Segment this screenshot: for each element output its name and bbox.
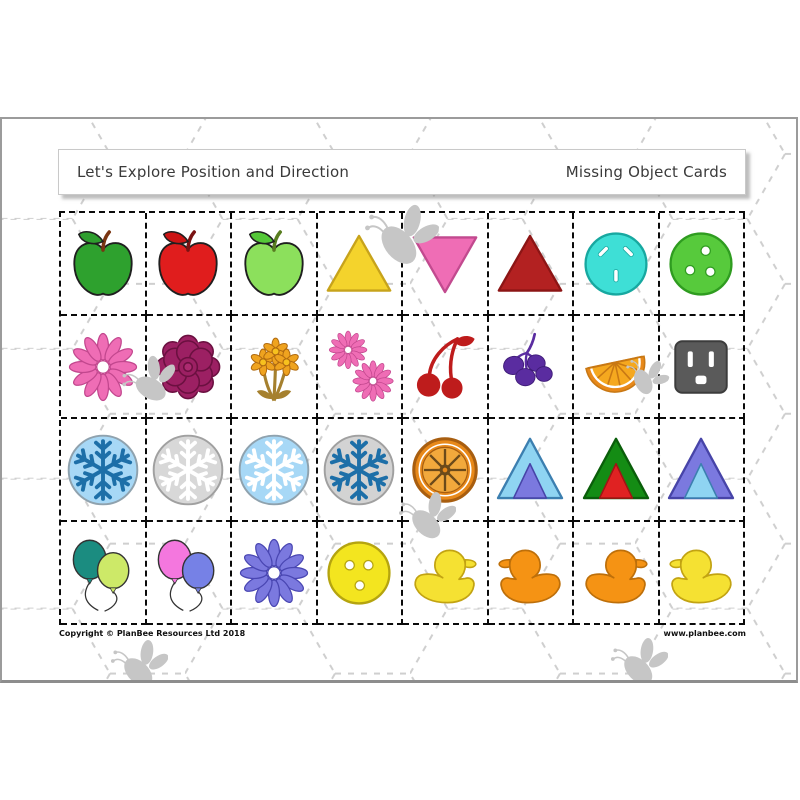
yellow-duck-left-icon (669, 549, 732, 603)
daffodil-bouquet-icon (250, 337, 299, 401)
blue-snowflake-on-grey-icon (323, 434, 395, 505)
card-blue-snowflake-on-grey (317, 419, 403, 522)
pink-blue-balloons-icon (157, 539, 215, 612)
title-bar: Let's Explore Position and Direction Mis… (58, 149, 746, 195)
yellow-duck-right-icon (414, 549, 477, 603)
card-dark-red-triangle (488, 213, 574, 316)
card-pink-blue-balloons (146, 522, 232, 625)
orange-wheel-icon (411, 436, 478, 503)
orange-slice-icon (584, 354, 646, 393)
red-apple-icon (158, 229, 218, 296)
cyan-socket-button-icon (584, 231, 648, 296)
magenta-rose-icon (155, 334, 221, 399)
blue-snowflake-on-blue-icon (67, 434, 139, 505)
card-green-apple (61, 213, 147, 316)
worksheet-page: Let's Explore Position and Direction Mis… (0, 117, 798, 683)
card-orange-duck-left (488, 522, 574, 625)
card-red-cherries (403, 316, 489, 419)
card-magenta-rose (146, 316, 232, 419)
yellow-triangle-icon (326, 234, 392, 292)
purple-daisy-icon (239, 538, 308, 607)
card-green-tent (574, 419, 660, 522)
card-cyan-socket-button (574, 213, 660, 316)
website-text: www.planbee.com (663, 629, 746, 638)
card-teal-green-balloons (61, 522, 147, 625)
white-snowflake-on-grey-icon (152, 434, 224, 505)
card-light-green-apple (232, 213, 318, 316)
card-purple-tent (659, 419, 745, 522)
page-footer: Copyright © PlanBee Resources Ltd 2018 w… (59, 629, 746, 638)
yellow-button-icon (327, 540, 391, 605)
green-apple-icon (73, 229, 133, 296)
card-orange-slice (574, 316, 660, 419)
dark-red-triangle-icon (497, 234, 563, 292)
copyright-text: Copyright © PlanBee Resources Ltd 2018 (59, 629, 246, 638)
blue-tent-icon (497, 437, 564, 499)
card-daffodil-bouquet (232, 316, 318, 419)
card-two-pink-daisies (317, 316, 403, 419)
grey-plug-socket-icon (674, 339, 728, 394)
red-cherries-icon (416, 335, 475, 399)
card-purple-berries (488, 316, 574, 419)
teal-green-balloons-icon (72, 539, 130, 612)
two-pink-daisies-icon (329, 330, 394, 402)
orange-duck-right-icon (585, 549, 648, 603)
card-purple-daisy (232, 522, 318, 625)
card-green-button (659, 213, 745, 316)
card-orange-wheel (403, 419, 489, 522)
card-blue-tent (488, 419, 574, 522)
purple-tent-icon (668, 437, 735, 499)
card-blue-snowflake-on-blue (61, 419, 147, 522)
card-yellow-duck-right (403, 522, 489, 625)
card-grey-plug-socket (659, 316, 745, 419)
green-tent-icon (582, 437, 649, 499)
card-pink-inverted-triangle (403, 213, 489, 316)
card-orange-duck-right (574, 522, 660, 625)
page-subtitle: Missing Object Cards (565, 163, 727, 181)
card-pink-daisy (61, 316, 147, 419)
card-yellow-button (317, 522, 403, 625)
page-title: Let's Explore Position and Direction (77, 163, 350, 181)
pink-inverted-triangle-icon (412, 235, 478, 293)
card-white-snowflake-on-grey (146, 419, 232, 522)
pink-daisy-icon (68, 332, 137, 401)
card-red-apple (146, 213, 232, 316)
card-white-snowflake-on-blue (232, 419, 318, 522)
green-button-icon (669, 231, 733, 296)
purple-berries-icon (503, 332, 553, 386)
missing-object-card-grid (59, 211, 745, 625)
card-yellow-duck-left (659, 522, 745, 625)
orange-duck-left-icon (498, 549, 561, 603)
white-snowflake-on-blue-icon (238, 434, 310, 505)
card-yellow-triangle (317, 213, 403, 316)
light-green-apple-icon (244, 229, 304, 296)
